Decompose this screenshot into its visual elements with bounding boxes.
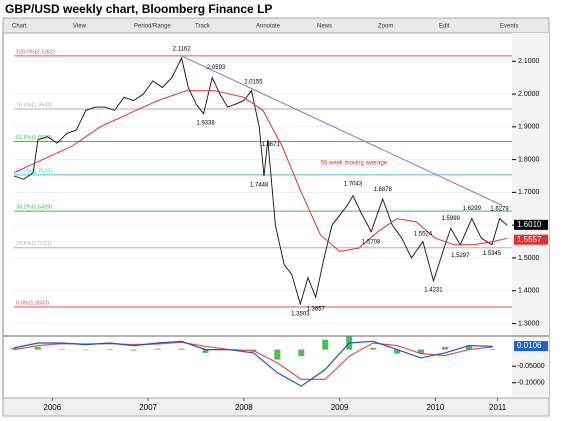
fib-label: 61.8%(1.8550) [16, 135, 52, 141]
macd-histogram [489, 348, 496, 350]
fib-label: 76.4%(1.9543) [16, 102, 52, 108]
x-tick-label: 2008 [235, 403, 253, 412]
fib-label: 23.6%(1.5311) [16, 241, 52, 247]
price-annotation: 1.9338 [196, 120, 215, 126]
macd-histogram [106, 348, 113, 350]
macd-histogram [298, 349, 305, 357]
price-annotation: 1.5999 [442, 216, 461, 222]
price-marker-label: 1.5557 [517, 235, 542, 244]
y-tick-label: 2.1000 [518, 58, 540, 65]
macd-histogram [154, 348, 161, 350]
x-tick-label: 2010 [426, 403, 444, 412]
price-annotation: 1.8671 [261, 142, 280, 148]
price-annotation: 1.5297 [451, 253, 470, 259]
toolbar-item[interactable]: Edit [439, 24, 450, 30]
macd-histogram [322, 339, 329, 350]
toolbar-item[interactable]: Track [195, 24, 211, 30]
macd-histogram [58, 348, 65, 350]
y-tick-label: 1.9000 [518, 124, 540, 131]
price-annotation: 1.3503 [291, 312, 310, 318]
macd-histogram [441, 346, 448, 350]
toolbar-item[interactable]: News [317, 24, 332, 30]
x-tick-label: 2006 [43, 403, 61, 412]
macd-histogram [202, 349, 209, 353]
toolbar-item[interactable]: Events [500, 24, 518, 30]
price-line [13, 56, 508, 306]
price-marker [514, 219, 548, 230]
macd-histogram [418, 349, 425, 354]
macd-line [13, 340, 493, 387]
y-tick-label: 1.5000 [518, 255, 540, 262]
macd-histogram [34, 346, 41, 350]
price-annotation: 1.6279 [490, 207, 509, 213]
toolbar-item[interactable]: Annotate [256, 24, 281, 30]
macd-histogram [130, 349, 137, 351]
moving-average [13, 90, 508, 252]
price-annotation: 1.5524 [414, 231, 433, 237]
macd-tick-label: -0.05000 [517, 363, 545, 370]
price-annotation: 2.0155 [244, 80, 263, 86]
macd-marker [514, 341, 548, 352]
price-annotation: 1.7448 [250, 182, 269, 188]
toolbar-item[interactable]: Chart [12, 24, 27, 30]
toolbar-item[interactable]: Period/Range [134, 24, 171, 30]
macd-marker-label: 0.0106 [517, 341, 542, 350]
x-tick-label: 2009 [331, 403, 349, 412]
ma-label: 50 week moving average [320, 160, 387, 166]
price-annotation: 1.5345 [483, 251, 502, 257]
axis-panel [512, 33, 549, 398]
macd-histogram [370, 347, 377, 350]
y-tick-label: 1.4000 [518, 288, 540, 295]
macd-tick-label: -0.10000 [517, 380, 545, 387]
macd-histogram [465, 345, 472, 350]
y-tick-label: 1.3000 [518, 320, 540, 327]
price-annotation: 1.3657 [306, 307, 325, 313]
fib-label: 0.0%(1.3503) [16, 300, 49, 306]
toolbar-item[interactable]: Zoom [378, 24, 393, 30]
fib-label: 50.0%(1.7533) [16, 168, 52, 174]
price-annotation: 1.6299 [463, 206, 482, 212]
price-annotation: 1.7043 [344, 182, 363, 188]
price-annotation: 2.1162 [173, 46, 192, 52]
fib-label: 100.0%(2.1162) [16, 49, 55, 55]
macd-histogram [394, 349, 401, 354]
price-annotation: 1.5708 [362, 239, 381, 245]
price-annotation: 1.6878 [374, 187, 393, 193]
macd-histogram [11, 347, 17, 350]
price-marker-label: 1.6010 [517, 220, 542, 229]
macd-histogram [274, 349, 281, 360]
time-axis [2, 397, 550, 417]
toolbar-item[interactable]: View [73, 24, 87, 30]
trendline [181, 55, 503, 206]
y-tick-label: 1.7000 [518, 189, 540, 196]
x-tick-label: 2007 [139, 403, 157, 412]
macd-histogram [178, 348, 185, 350]
y-tick-label: 2.0000 [518, 91, 540, 98]
x-tick-label: 2011 [489, 403, 507, 412]
fib-label: 38.2%(1.6429) [16, 205, 52, 211]
price-marker [514, 234, 548, 245]
chart-title: GBP/USD weekly chart, Bloomberg Finance … [5, 2, 272, 16]
macd-histogram [82, 349, 89, 351]
toolbar [2, 17, 550, 34]
price-annotation: 2.0593 [207, 65, 226, 71]
y-tick-label: 1.8000 [518, 156, 540, 163]
price-annotation: 1.4231 [424, 288, 443, 294]
